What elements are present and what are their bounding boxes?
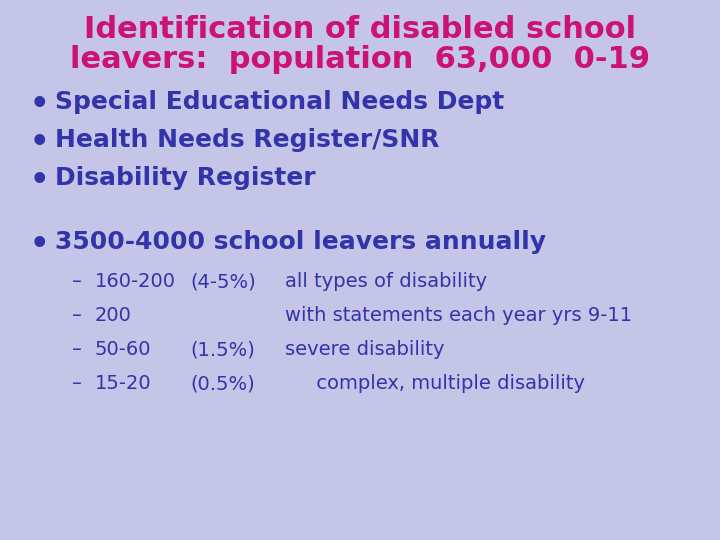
Text: •: • bbox=[30, 230, 50, 259]
Text: 15-20: 15-20 bbox=[95, 374, 152, 393]
Text: Disability Register: Disability Register bbox=[55, 166, 315, 190]
Text: 160-200: 160-200 bbox=[95, 272, 176, 291]
Text: leavers:  population  63,000  0-19: leavers: population 63,000 0-19 bbox=[70, 45, 650, 74]
Text: all types of disability: all types of disability bbox=[285, 272, 487, 291]
Text: with statements each year yrs 9-11: with statements each year yrs 9-11 bbox=[285, 306, 632, 325]
Text: 50-60: 50-60 bbox=[95, 340, 151, 359]
Text: Special Educational Needs Dept: Special Educational Needs Dept bbox=[55, 90, 504, 114]
Text: 3500-4000 school leavers annually: 3500-4000 school leavers annually bbox=[55, 230, 546, 254]
Text: Health Needs Register/SNR: Health Needs Register/SNR bbox=[55, 128, 439, 152]
Text: –: – bbox=[72, 340, 82, 359]
Text: 200: 200 bbox=[95, 306, 132, 325]
Text: complex, multiple disability: complex, multiple disability bbox=[285, 374, 585, 393]
Text: (4-5%): (4-5%) bbox=[190, 272, 256, 291]
Text: Identification of disabled school: Identification of disabled school bbox=[84, 15, 636, 44]
Text: –: – bbox=[72, 374, 82, 393]
Text: (0.5%): (0.5%) bbox=[190, 374, 255, 393]
Text: •: • bbox=[30, 128, 50, 157]
Text: –: – bbox=[72, 306, 82, 325]
Text: (1.5%): (1.5%) bbox=[190, 340, 255, 359]
Text: –: – bbox=[72, 272, 82, 291]
Text: severe disability: severe disability bbox=[285, 340, 444, 359]
Text: •: • bbox=[30, 90, 50, 119]
Text: •: • bbox=[30, 166, 50, 195]
